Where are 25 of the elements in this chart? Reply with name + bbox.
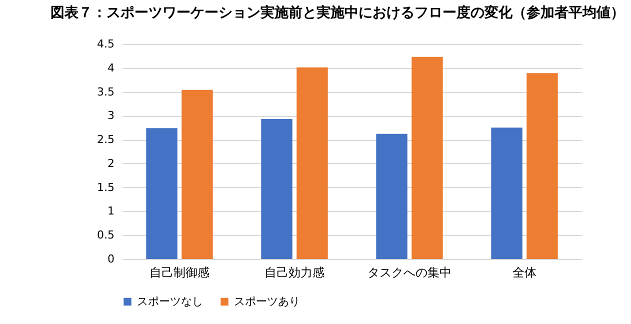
y-tick-label: 4 [108,61,114,74]
bar [261,119,292,259]
x-tick-label: 自己制御感 [150,266,210,280]
y-tick-label: 0.5 [97,228,114,242]
legend-label: スポーツなし [137,294,203,308]
y-tick-label: 3 [108,109,114,122]
x-tick-label: 自己効力感 [264,266,324,280]
bar [376,134,408,259]
legend-label: スポーツあり [234,294,300,308]
y-tick-label: 4.5 [97,38,114,50]
y-tick-label: 1.5 [97,180,114,194]
y-tick-label: 3.5 [97,85,114,98]
y-tick-label: 2 [108,156,114,170]
bar [491,128,522,259]
x-tick-label: 全体 [512,266,536,280]
bar [182,90,213,259]
bar [146,128,178,259]
y-tick-label: 0 [108,252,114,266]
y-tick-label: 2.5 [97,133,114,146]
bar [296,67,328,259]
bar [412,56,443,259]
y-tick-label: 1 [108,204,114,218]
chart-title: 図表７：スポーツワーケーション実施前と実施中におけるフロー度の変化（参加者平均値） [50,4,625,21]
x-tick-label: タスクへの集中 [368,266,452,280]
bar [526,73,558,259]
